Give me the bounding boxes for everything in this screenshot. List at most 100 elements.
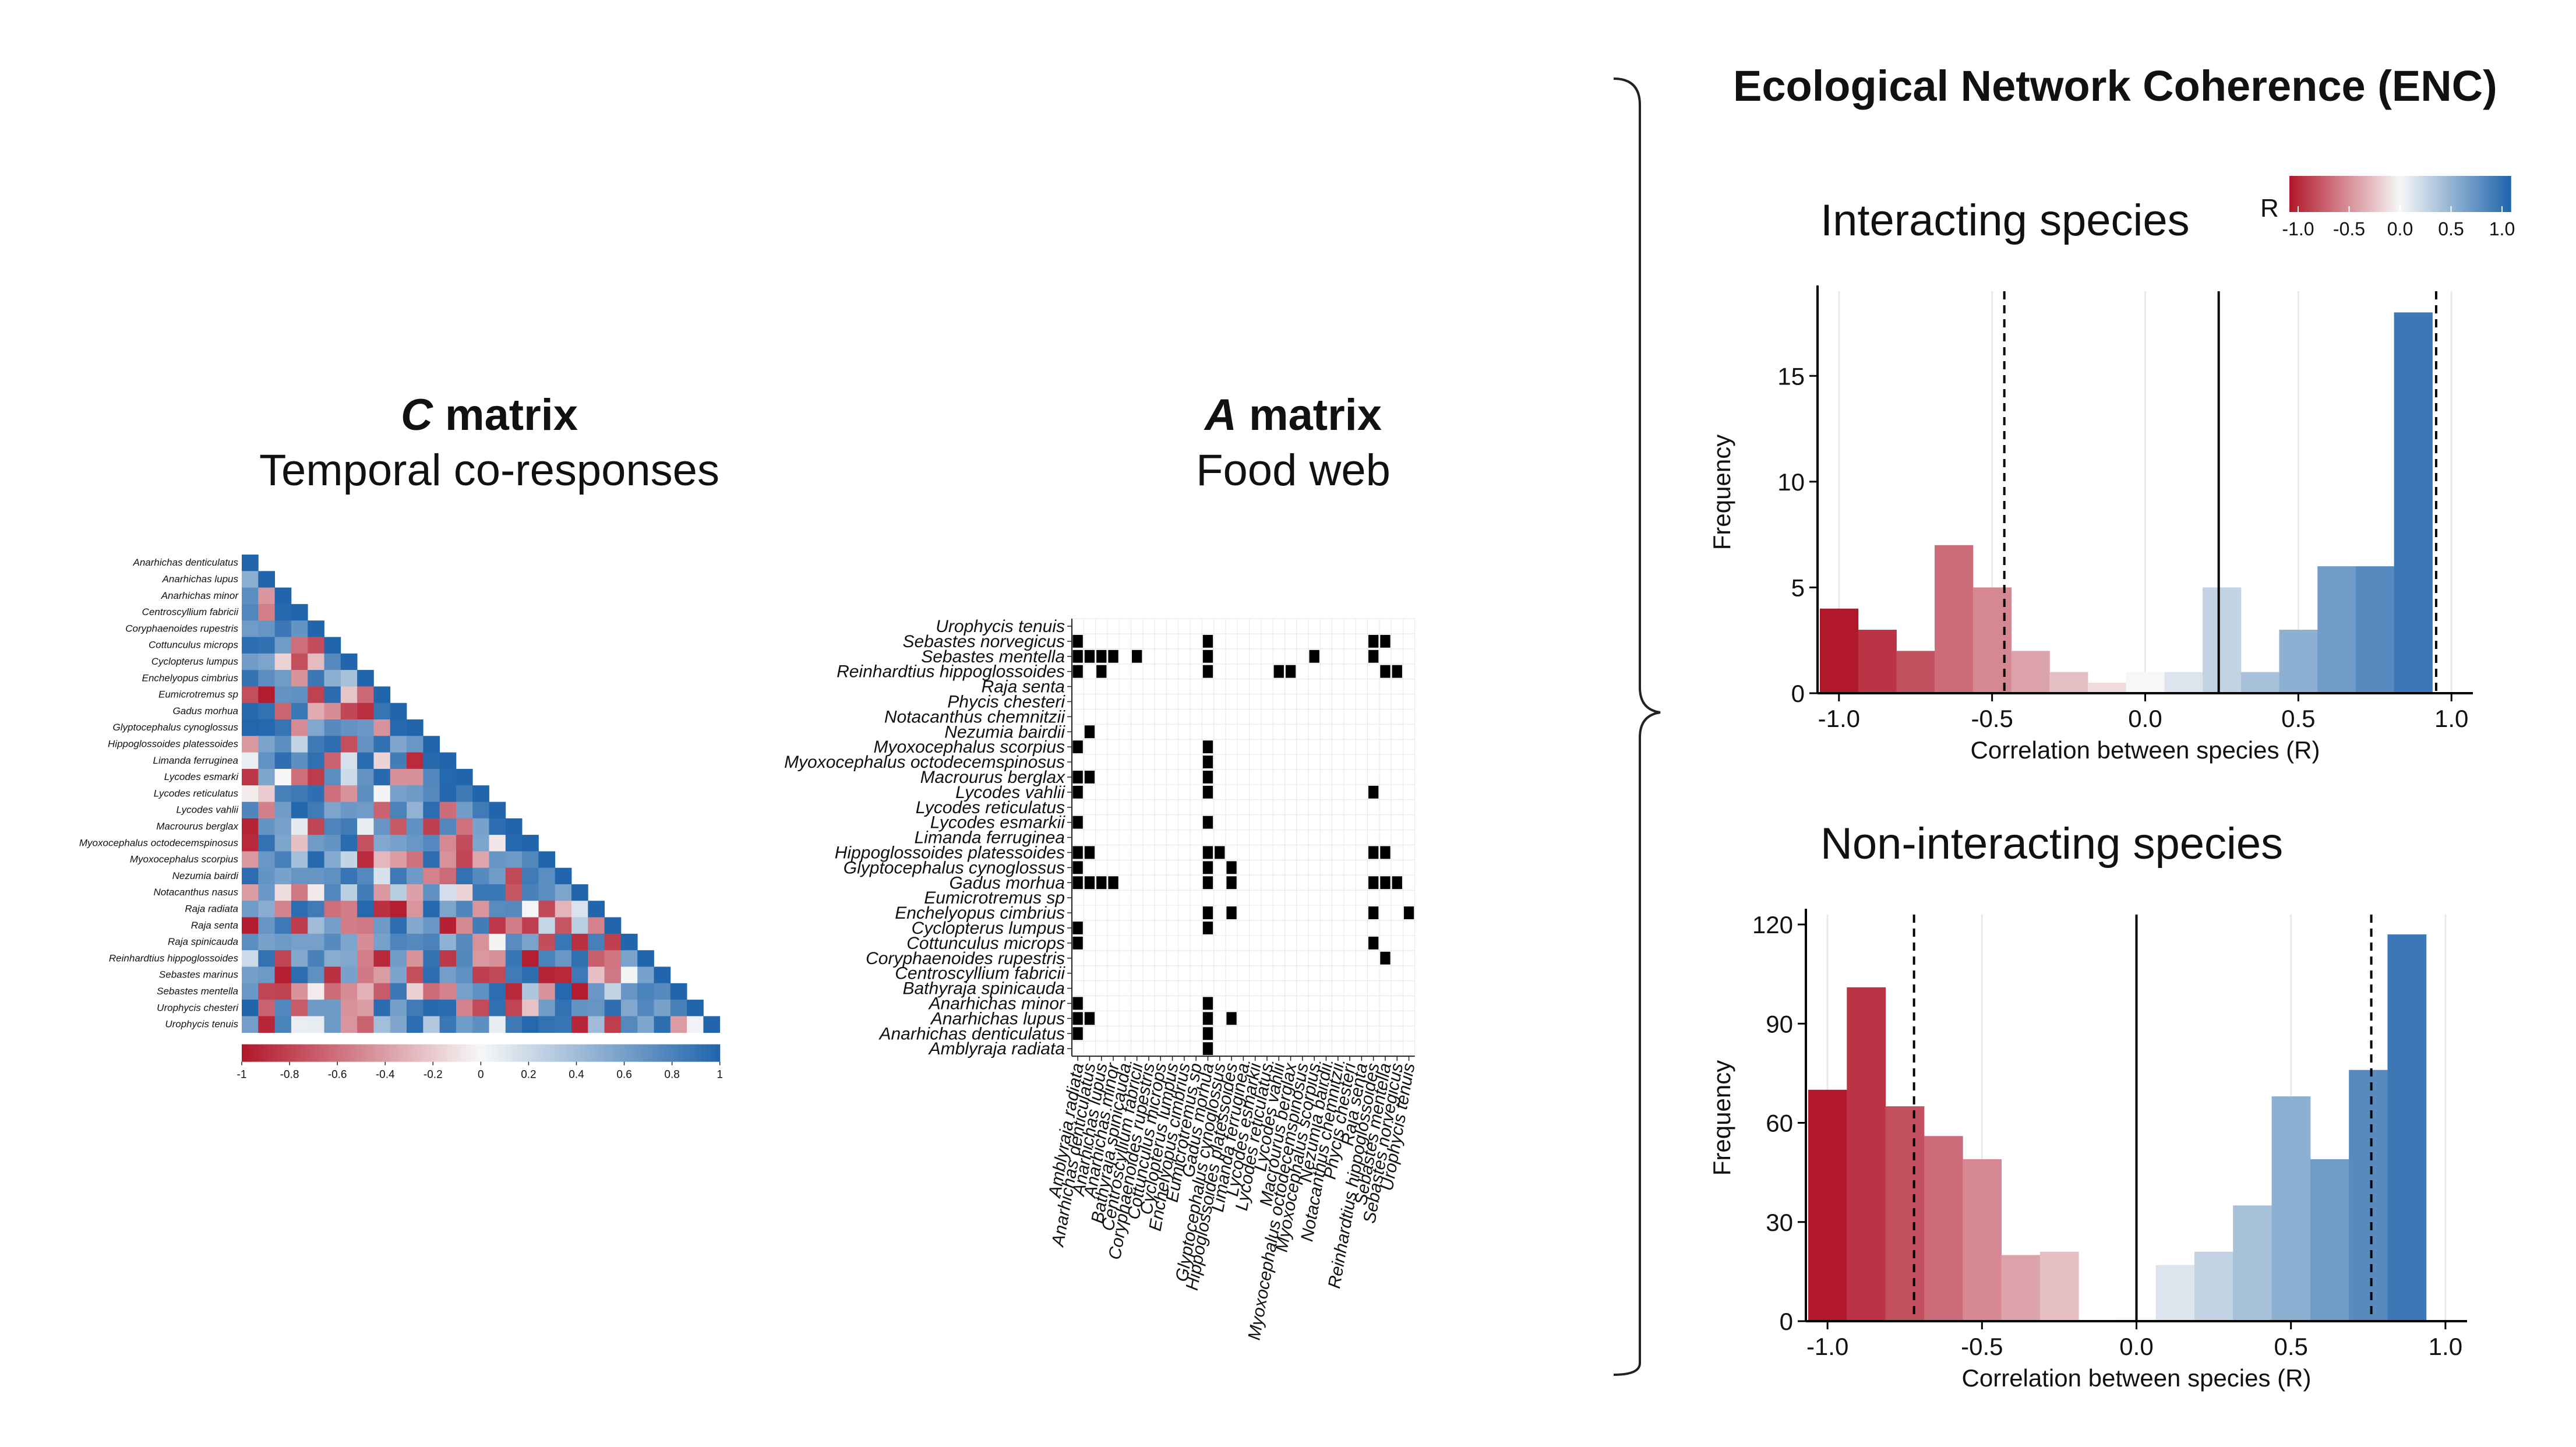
- c-cell: [258, 1016, 275, 1033]
- c-cell: [505, 933, 523, 951]
- c-cell: [407, 768, 424, 786]
- c-row-label: Raja radiata: [185, 904, 238, 915]
- c-cell: [390, 884, 407, 901]
- c-cell: [439, 752, 457, 770]
- c-colorbar-step: [450, 1044, 453, 1062]
- c-cell: [439, 835, 457, 852]
- c-cell: [258, 917, 275, 934]
- a-link-cell: [1084, 771, 1095, 784]
- c-colorbar-step: [282, 1044, 285, 1062]
- c-cell: [439, 1000, 457, 1017]
- c-cell: [258, 703, 275, 720]
- c-cell: [522, 950, 539, 967]
- colorbar-step: [2328, 176, 2330, 212]
- c-cell: [654, 1000, 671, 1017]
- c-cell: [637, 1000, 654, 1017]
- c-row-label: Sebastes mentella: [157, 986, 238, 997]
- noninteracting-x-tick-label: -1.0: [1806, 1333, 1848, 1360]
- c-cell: [670, 1000, 687, 1017]
- c-cell: [242, 571, 259, 588]
- c-cell: [274, 851, 292, 869]
- c-cell: [407, 1000, 424, 1017]
- c-cell: [505, 851, 523, 869]
- colorbar-step: [2418, 176, 2420, 212]
- c-cell: [340, 802, 358, 819]
- c-cell: [489, 835, 506, 852]
- c-colorbar-step: [418, 1044, 422, 1062]
- colorbar-step: [2415, 176, 2418, 212]
- colorbar-step: [2432, 176, 2434, 212]
- colorbar-step: [2320, 176, 2322, 212]
- c-cell: [407, 835, 424, 852]
- c-cell: [274, 785, 292, 802]
- a-row-label: Sebastes norvegicus: [903, 632, 1065, 651]
- c-cell: [242, 1000, 259, 1017]
- c-cell: [390, 950, 407, 967]
- c-cell: [439, 802, 457, 819]
- c-colorbar-step: [567, 1044, 570, 1062]
- c-cell: [308, 768, 324, 786]
- a-link-cell: [1202, 650, 1213, 663]
- c-cell: [340, 835, 358, 852]
- a-link-cell: [1202, 861, 1213, 874]
- c-cell: [390, 933, 407, 951]
- c-colorbar-step: [435, 1044, 439, 1062]
- colorbar-step: [2469, 176, 2471, 212]
- c-colorbar-step: [591, 1044, 594, 1062]
- c-colorbar-step: [650, 1044, 654, 1062]
- c-cell: [555, 901, 572, 917]
- c-cell: [373, 933, 391, 951]
- c-cell: [242, 603, 259, 621]
- c-colorbar-step: [385, 1044, 388, 1062]
- c-colorbar-step: [686, 1044, 689, 1062]
- c-colorbar-step: [689, 1044, 692, 1062]
- c-cell: [274, 603, 292, 621]
- c-cell: [357, 917, 374, 934]
- a-link-cell: [1096, 650, 1107, 663]
- c-row-label: Reinhardtius hippoglossoides: [109, 952, 239, 964]
- c-cell: [390, 752, 407, 770]
- c-colorbar-step: [619, 1044, 623, 1062]
- c-colorbar-step: [543, 1044, 546, 1062]
- interacting-histogram: -1.0 -0.5 0.0 0.5 1.0 0 5 10 15 Correlation betwe…: [1708, 285, 2473, 764]
- c-cell: [308, 835, 324, 852]
- c-cell: [242, 966, 259, 984]
- c-cell: [505, 917, 523, 934]
- a-row-label: Urophycis tenuis: [936, 617, 1065, 636]
- c-cell: [373, 818, 391, 835]
- colorbar-step: [2354, 176, 2356, 212]
- interacting-x-label: Correlation between species (R): [1971, 736, 2320, 764]
- c-colorbar-step: [409, 1044, 412, 1062]
- c-colorbar-tick-label: -0.2: [424, 1069, 443, 1081]
- c-cell: [291, 785, 308, 802]
- c-cell: [687, 1000, 704, 1017]
- c-cell: [274, 867, 292, 885]
- c-cell: [423, 884, 440, 901]
- c-cell: [324, 785, 341, 802]
- interacting-bar: [2240, 672, 2279, 693]
- c-cell: [439, 851, 457, 869]
- c-cell: [291, 637, 308, 654]
- colorbar-step: [2444, 176, 2447, 212]
- c-cell: [357, 686, 374, 704]
- c-cell: [324, 802, 341, 819]
- c-colorbar-step: [571, 1044, 574, 1062]
- c-cell: [538, 966, 556, 984]
- c-cell: [242, 983, 259, 1000]
- c-cell: [522, 901, 539, 917]
- c-colorbar-step: [521, 1044, 524, 1062]
- c-cell: [620, 950, 638, 967]
- colorbar-step: [2490, 176, 2492, 212]
- c-cell: [308, 703, 324, 720]
- c-cell: [489, 802, 506, 819]
- c-cell: [505, 901, 523, 917]
- colorbar-step: [2440, 176, 2442, 212]
- c-colorbar-step: [454, 1044, 457, 1062]
- c-cell: [308, 802, 324, 819]
- c-colorbar-step: [667, 1044, 671, 1062]
- colorbar-step: [2310, 176, 2312, 212]
- c-cell: [291, 901, 308, 917]
- a-link-cell: [1096, 665, 1107, 678]
- a-link-cell: [1202, 740, 1213, 754]
- colorbar-step: [2395, 176, 2398, 212]
